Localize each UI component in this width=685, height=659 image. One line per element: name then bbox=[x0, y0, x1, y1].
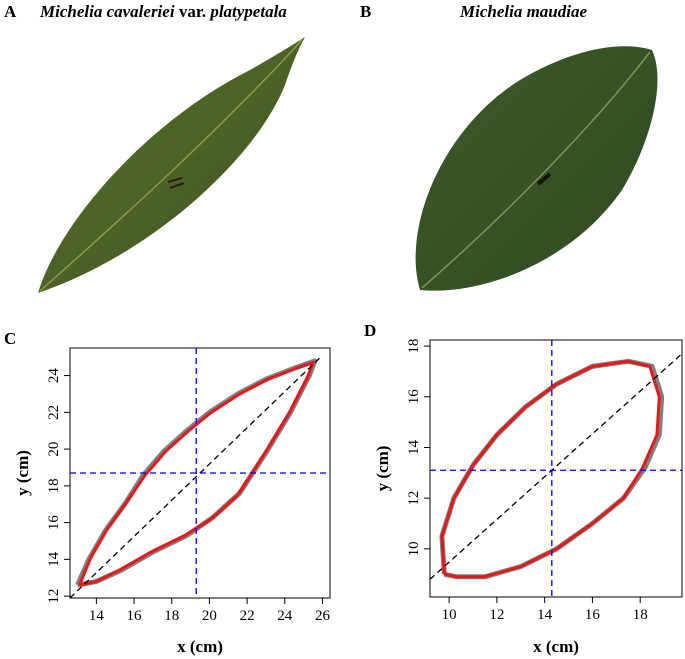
x-tick-label: 12 bbox=[489, 607, 504, 623]
outline-curve bbox=[78, 361, 315, 587]
y-axis-label: y (cm) bbox=[373, 446, 392, 492]
title-part: Michelia cavaleriei bbox=[39, 2, 175, 21]
x-tick-label: 16 bbox=[127, 608, 143, 624]
x-tick-label: 14 bbox=[537, 607, 553, 623]
panel-label: A bbox=[4, 2, 17, 21]
y-tick-label: 18 bbox=[406, 339, 422, 354]
x-tick-label: 14 bbox=[89, 608, 105, 624]
title-part: platypetala bbox=[208, 2, 287, 21]
diagonal-line bbox=[429, 353, 683, 580]
outline-curve bbox=[440, 359, 661, 579]
y-tick-label: 20 bbox=[46, 442, 62, 457]
x-tick-label: 18 bbox=[164, 608, 179, 624]
x-axis-label: x (cm) bbox=[533, 637, 579, 656]
x-axis-label: x (cm) bbox=[177, 637, 223, 656]
panel-title: Michelia maudiae bbox=[459, 2, 587, 21]
y-tick-label: 14 bbox=[406, 439, 422, 455]
y-axis-label: y (cm) bbox=[13, 450, 32, 496]
panel-title: Michelia cavaleriei var. platypetala bbox=[39, 2, 287, 21]
y-tick-label: 12 bbox=[406, 491, 422, 506]
y-tick-label: 16 bbox=[46, 515, 62, 531]
y-tick-label: 18 bbox=[46, 478, 62, 493]
y-tick-label: 10 bbox=[406, 541, 422, 556]
panel-label: C bbox=[4, 329, 16, 348]
plot-frame bbox=[429, 339, 683, 598]
x-tick-label: 20 bbox=[202, 608, 217, 624]
y-tick-label: 14 bbox=[46, 551, 62, 567]
title-part: var. bbox=[179, 2, 206, 21]
x-tick-label: 26 bbox=[315, 608, 331, 624]
x-tick-label: 10 bbox=[442, 607, 457, 623]
x-tick-label: 16 bbox=[585, 607, 601, 623]
panel-label: D bbox=[364, 321, 376, 340]
y-tick-label: 16 bbox=[406, 389, 422, 405]
panel-label: B bbox=[360, 2, 371, 21]
y-tick-label: 22 bbox=[46, 405, 62, 420]
y-tick-label: 24 bbox=[46, 368, 62, 384]
x-tick-label: 18 bbox=[633, 607, 648, 623]
y-tick-label: 12 bbox=[46, 589, 62, 604]
x-tick-label: 22 bbox=[240, 608, 255, 624]
leaf-photo-b bbox=[415, 46, 658, 291]
leaf-photo-a bbox=[38, 37, 305, 293]
diagonal-line bbox=[69, 354, 323, 599]
x-tick-label: 24 bbox=[277, 608, 293, 624]
